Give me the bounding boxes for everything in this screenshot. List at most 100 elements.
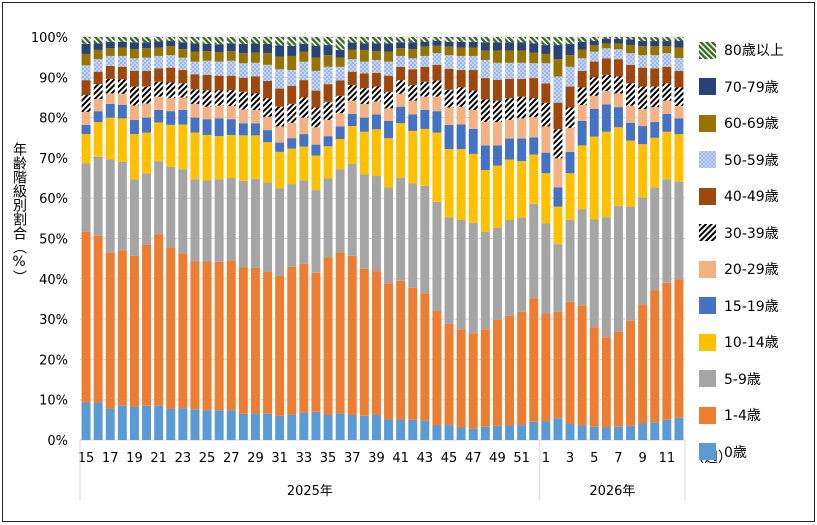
bar-segment — [287, 85, 297, 104]
bar-segment — [541, 223, 551, 314]
bar-segment — [214, 136, 224, 180]
x-tick-label: 11 — [659, 451, 676, 466]
bar-segment — [468, 109, 478, 129]
bar-segment — [565, 43, 575, 56]
bar-segment — [444, 149, 454, 218]
bar-segment — [371, 271, 381, 416]
bar-segment — [613, 107, 623, 128]
bar-segment — [117, 104, 127, 119]
bar-segment — [117, 79, 127, 94]
bar-segment — [408, 419, 418, 440]
bar-stack — [408, 37, 418, 440]
bar-segment — [178, 42, 188, 50]
bar-segment — [638, 55, 648, 68]
bar-segment — [190, 61, 200, 75]
bar-segment — [638, 304, 648, 424]
bar-segment — [263, 80, 273, 99]
bar-segment — [202, 180, 212, 262]
bar-segment — [468, 128, 478, 154]
bar-stack — [93, 37, 103, 440]
bar-segment — [444, 41, 454, 47]
bar-segment — [93, 122, 103, 157]
bar-segment — [214, 90, 224, 106]
bar-segment — [480, 78, 490, 100]
bar-segment — [178, 70, 188, 84]
bar-stack — [154, 37, 164, 440]
bar-segment — [480, 145, 490, 170]
bar-segment — [408, 84, 418, 101]
x-tick-label: 27 — [223, 451, 240, 466]
bar-segment — [589, 136, 599, 220]
bar-segment — [384, 187, 394, 284]
bar-segment — [662, 53, 672, 67]
bar-segment — [674, 41, 684, 48]
bar-segment — [202, 134, 212, 181]
bar-segment — [456, 55, 466, 71]
bar-segment — [105, 252, 115, 409]
bar-segment — [626, 140, 636, 207]
bar-segment — [105, 55, 115, 67]
bar-stack — [613, 37, 623, 440]
bar-segment — [263, 37, 273, 44]
bar-segment — [359, 415, 369, 440]
bar-segment — [613, 76, 623, 94]
bar-segment — [311, 45, 321, 58]
bar-segment — [480, 59, 490, 79]
bar-segment — [601, 91, 611, 105]
bar-segment — [93, 235, 103, 403]
bar-segment — [371, 415, 381, 440]
bar-segment — [263, 64, 273, 81]
bar-segment — [517, 311, 527, 426]
bar-stack — [650, 37, 660, 440]
bar-segment — [432, 311, 442, 426]
bar-segment — [577, 120, 587, 146]
bar-stack — [335, 37, 345, 440]
bar-segment — [117, 55, 127, 67]
bar-segment — [541, 126, 551, 153]
bar-segment — [529, 298, 539, 422]
bar-segment — [468, 47, 478, 56]
bar-segment — [529, 117, 539, 138]
bar-segment — [650, 422, 660, 440]
bar-segment — [565, 423, 575, 440]
bar-segment — [93, 402, 103, 440]
bar-segment — [154, 68, 164, 82]
bar-segment — [238, 91, 248, 110]
bar-segment — [335, 57, 345, 67]
bar-segment — [396, 66, 406, 81]
bar-segment — [347, 49, 357, 60]
bar-segment — [117, 118, 127, 162]
bar-segment — [420, 55, 430, 67]
bar-segment — [250, 109, 260, 124]
bar-segment — [468, 90, 478, 110]
bar-segment — [142, 244, 152, 406]
bar-segment — [359, 73, 369, 89]
bar-segment — [589, 51, 599, 62]
bar-stack — [299, 37, 309, 440]
bar-segment — [238, 37, 248, 44]
legend-item: 30-39歳 — [699, 215, 811, 252]
x-tick-label: 49 — [489, 451, 506, 466]
bar-segment — [492, 122, 502, 146]
bar-segment — [517, 138, 527, 162]
bar-segment — [565, 151, 575, 174]
bar-segment — [577, 49, 587, 59]
legend-label: 40-49歳 — [724, 189, 779, 206]
legend-item: 1-4歳 — [699, 397, 811, 434]
legend-item: 40-49歳 — [699, 178, 811, 215]
bar-segment — [577, 87, 587, 106]
bar-segment — [408, 100, 418, 115]
legend-item: 70-79歳 — [699, 69, 811, 106]
bar-segment — [81, 53, 91, 66]
bar-segment — [226, 105, 236, 120]
bar-segment — [190, 179, 200, 262]
bar-stack — [541, 37, 551, 440]
bar-segment — [81, 402, 91, 440]
bar-segment — [468, 333, 478, 429]
bar-segment — [384, 108, 394, 121]
bar-segment — [250, 52, 260, 63]
bar-segment — [202, 106, 212, 120]
bar-segment — [638, 46, 648, 56]
bar-segment — [541, 152, 551, 174]
bar-segment — [577, 41, 587, 50]
